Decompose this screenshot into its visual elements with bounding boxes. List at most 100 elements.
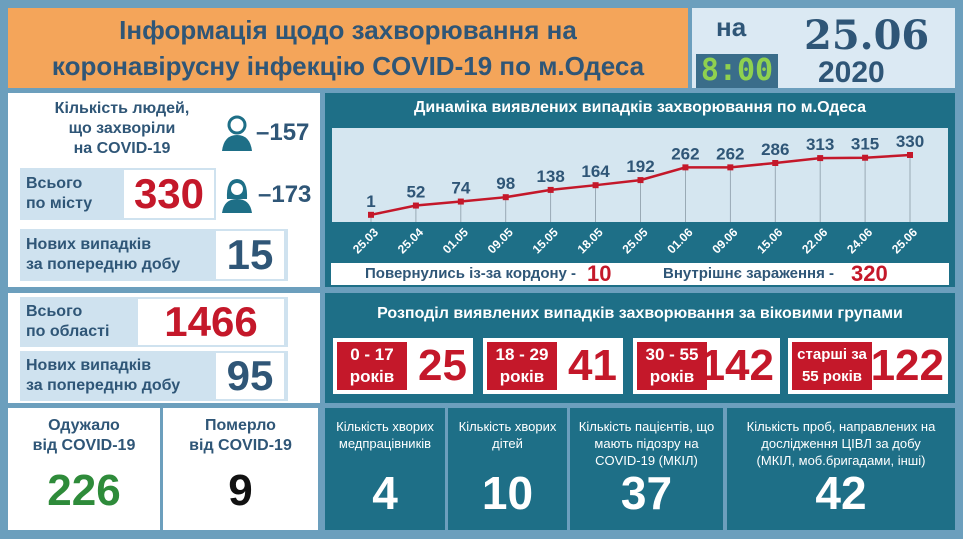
stat-value: 10 <box>481 467 534 519</box>
age-count: 25 <box>418 341 467 390</box>
data-label: 315 <box>851 135 879 154</box>
year: 2020 <box>818 56 885 89</box>
abroad-count: 10 <box>587 261 612 286</box>
label-line: по місту <box>26 195 93 212</box>
data-point <box>547 186 554 193</box>
stat-samples: Кількість проб, направлених на досліджен… <box>727 408 955 530</box>
age-group: старші за 55 років 122 <box>788 338 948 394</box>
recovered-count: 226 <box>47 466 121 515</box>
data-point <box>862 154 869 161</box>
header-title: Інформація щодо захворювання на коронавір… <box>8 8 688 88</box>
region-new-box: Нових випадків за попередню добу 95 <box>20 351 288 401</box>
data-point <box>457 198 464 205</box>
data-label: 164 <box>581 162 610 181</box>
date-panel: на 8:00 25.06 2020 <box>692 8 955 89</box>
x-tick-label: 09.05 <box>485 225 516 256</box>
stat-label: Кількість пацієнтів, що мають підозру на… <box>578 419 715 468</box>
label-line: Всього <box>26 175 83 192</box>
title-line: Інформація щодо захворювання на <box>119 15 577 45</box>
x-tick-label: 22.06 <box>799 225 830 256</box>
age-label: років <box>349 367 395 386</box>
stat-value: 4 <box>372 467 398 519</box>
label-line: від COVID-19 <box>189 437 292 454</box>
region-total-box: Всього по області 1466 <box>20 297 288 347</box>
stat-value: 37 <box>620 467 673 519</box>
data-point <box>368 211 374 218</box>
data-label: 262 <box>716 144 744 163</box>
stat-value: 42 <box>815 467 867 519</box>
age-group: 18 - 29 років 41 <box>483 338 623 394</box>
sources-strip: Повернулись із-за кордону - 10 Внутрішнє… <box>331 263 949 285</box>
age-label: років <box>499 367 545 386</box>
na-label: на <box>716 12 747 42</box>
recovered-panel: Одужало від COVID-19 226 <box>8 408 160 530</box>
man-icon <box>222 115 252 151</box>
age-label: старші за <box>797 346 867 363</box>
data-label: 286 <box>761 140 789 159</box>
age-label: років <box>649 367 695 386</box>
woman-icon <box>222 179 252 213</box>
label-line: за попередню добу <box>26 256 181 273</box>
data-point <box>772 160 779 166</box>
data-point <box>727 164 734 171</box>
data-label: 138 <box>536 167 564 186</box>
chart-title: Динаміка виявлених випадків захворювання… <box>414 99 866 116</box>
city-total-box: Всього по місту 330 <box>20 168 216 220</box>
age-label: 55 років <box>801 368 863 385</box>
x-tick-label: 15.05 <box>530 225 561 256</box>
stat-suspected: Кількість пацієнтів, що мають підозру на… <box>570 408 723 530</box>
data-point <box>907 152 913 158</box>
line-chart: 1 25.03 52 25.04 74 01.05 98 09.05 138 15.05 164 18… <box>332 128 948 256</box>
plot-area <box>332 128 948 222</box>
heading-line: що захворіли <box>68 120 176 137</box>
age-label: 0 - 17 <box>350 345 394 364</box>
city-new: 15 <box>216 231 284 279</box>
stat-label: Кількість проб, направлених на досліджен… <box>746 419 936 468</box>
label-line: по області <box>26 323 110 340</box>
x-tick-label: 01.06 <box>664 225 695 256</box>
local-count: 320 <box>851 261 888 286</box>
city-heading: Кількість людей, що захворіли на COVID-19 <box>22 99 222 159</box>
local-label: Внутрішнє зараження - <box>663 265 835 282</box>
age-count: 142 <box>700 341 774 390</box>
heading-line: на COVID-19 <box>73 140 171 157</box>
age-group: 0 - 17 років 25 <box>333 338 473 394</box>
data-point <box>817 155 824 162</box>
men-count: –157 <box>256 119 310 146</box>
region-panel: Всього по області 1466 Нових випадків за п… <box>8 293 320 403</box>
x-tick-label: 24.06 <box>844 225 875 256</box>
label-line: Одужало <box>48 417 120 434</box>
died-count: 9 <box>228 466 253 515</box>
label-line: Померло <box>205 417 276 434</box>
label-line: Нових випадків <box>26 357 152 374</box>
data-point <box>637 177 644 184</box>
stat-children: Кількість хворих дітей 10 <box>448 408 567 530</box>
data-label: 98 <box>496 174 515 193</box>
stat-label: Кількість хворих медпрацівників <box>336 419 434 451</box>
data-label: 262 <box>671 144 699 163</box>
stat-label: Кількість хворих дітей <box>458 419 557 451</box>
region-new: 95 <box>216 353 284 399</box>
died-panel: Померло від COVID-19 9 <box>163 408 318 530</box>
date: 25.06 <box>804 12 930 59</box>
women-count: –173 <box>258 181 312 208</box>
x-tick-label: 09.06 <box>709 225 740 256</box>
label-line: за попередню добу <box>26 377 181 394</box>
label-line: від COVID-19 <box>32 437 136 454</box>
age-label: 30 - 55 <box>645 345 699 364</box>
age-count: 41 <box>568 341 617 390</box>
data-label: 313 <box>806 135 834 154</box>
data-label: 192 <box>626 157 654 176</box>
x-tick-label: 18.05 <box>575 225 606 256</box>
x-tick-label: 15.06 <box>754 225 785 256</box>
time: 8:00 <box>696 54 778 88</box>
city-panel: Кількість людей, що захворіли на COVID-19 … <box>8 93 320 287</box>
data-point <box>592 182 599 189</box>
x-tick-label: 25.06 <box>889 225 920 256</box>
data-point <box>412 202 419 209</box>
data-label: 74 <box>451 179 470 198</box>
stat-medworkers: Кількість хворих медпрацівників 4 <box>325 408 445 530</box>
x-tick-label: 25.05 <box>619 225 650 256</box>
city-new-box: Нових випадків за попередню добу 15 <box>20 229 288 281</box>
data-label: 52 <box>406 183 425 202</box>
